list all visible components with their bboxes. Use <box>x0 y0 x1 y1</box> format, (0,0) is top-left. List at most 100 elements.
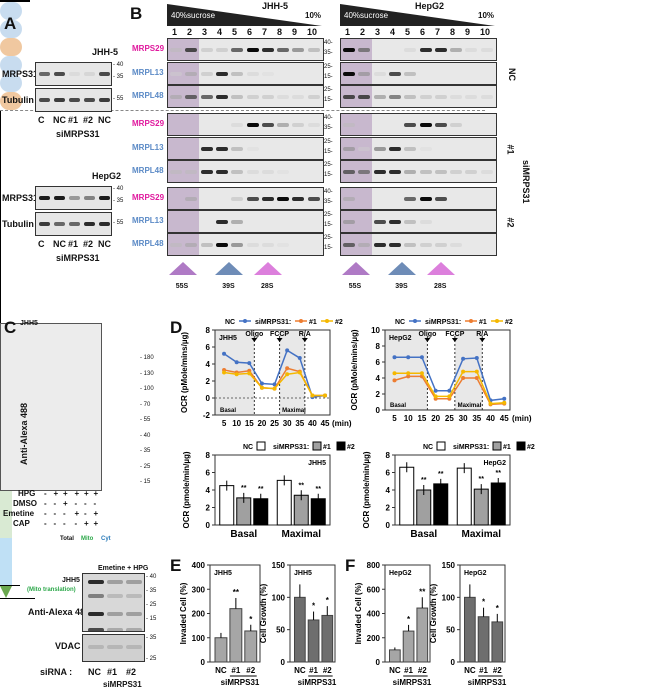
legend-marker <box>413 319 417 323</box>
data-point <box>461 376 466 380</box>
band <box>185 170 198 174</box>
mw-marker: - 15 <box>146 616 157 622</box>
protein-label: MRPS31 <box>2 69 39 79</box>
region-basal-label: Basal <box>390 403 406 409</box>
blot-mrpl13 <box>340 137 497 160</box>
data-point <box>474 356 479 360</box>
bar-#2 <box>244 630 258 663</box>
bar-maximal-NC <box>276 479 292 526</box>
x-tick-label: 10 <box>404 414 413 423</box>
chart-title: JHH5 <box>308 460 326 467</box>
mw-marker: - 25 <box>140 463 151 470</box>
fraction-highlight <box>168 188 199 209</box>
panel-label-b: B <box>130 4 143 23</box>
band <box>343 95 355 99</box>
lane-label: #2 <box>83 115 94 125</box>
band <box>277 170 290 174</box>
band <box>480 170 493 174</box>
band <box>246 123 259 127</box>
x-tick-label: 35 <box>472 414 481 423</box>
x-tick-label: 30 <box>459 414 468 423</box>
band <box>277 243 290 247</box>
y-tick-label: 6 <box>206 469 211 478</box>
condition-value: - <box>63 519 66 528</box>
band <box>126 612 142 616</box>
mito-translation-label: (Mito translation) <box>27 587 76 593</box>
mw-marker: - 25 <box>146 602 157 608</box>
group-underline <box>0 598 35 599</box>
legend-nc: NC <box>423 444 433 451</box>
band <box>404 220 417 224</box>
blot-label: Anti-Alexa 488 <box>28 607 91 617</box>
band <box>480 48 493 52</box>
bar-chart-e-growth: 0 50 100 150 Cell Growth (%) JHH5 NC * #1 * #2 siMR… <box>259 561 337 687</box>
band <box>200 48 213 52</box>
total-underline <box>0 585 20 586</box>
band <box>261 170 274 174</box>
mw-marker: - 35 <box>146 588 157 594</box>
condition-divider <box>0 110 485 111</box>
x-tick-label: 10 <box>232 419 241 428</box>
protein-label: MRPS31 <box>2 193 39 203</box>
y-axis-label: OCR (pMole/mins/µg) <box>180 332 189 413</box>
blot-mrpl13 <box>340 210 497 233</box>
band <box>39 222 50 226</box>
protein-label: MRPL48 <box>132 239 164 248</box>
mw-marker: 35- <box>324 199 333 205</box>
subunit-label: 28S <box>434 283 447 290</box>
x-tick-label: 45 <box>321 419 330 428</box>
band <box>215 220 228 224</box>
category-label: NC <box>464 666 476 675</box>
y-tick-label: 150 <box>442 561 456 570</box>
category-label: #2 <box>323 666 332 675</box>
bar-chart-f-growth: 0 50 100 150 Cell Growth (%) HepG2 NC * #1 * #2 siM… <box>429 561 507 687</box>
band <box>246 197 259 201</box>
band <box>277 197 290 201</box>
condition-value: - <box>53 519 57 528</box>
y-tick-label: 4 <box>206 360 211 369</box>
injection-arrow <box>424 338 431 342</box>
bar-#1 <box>307 619 320 663</box>
legend-label: #1 <box>309 319 317 326</box>
band <box>358 72 371 76</box>
y-tick-label: 8 <box>206 326 211 335</box>
band <box>388 243 401 247</box>
legend-group: siMRPS31: <box>255 319 291 326</box>
subunit-label: 28S <box>261 283 274 290</box>
bar-nc <box>214 637 228 663</box>
blot-mrps29 <box>167 187 324 210</box>
band <box>434 197 447 201</box>
legend-label: #1 <box>323 444 331 451</box>
band <box>88 594 104 598</box>
group-label: siMRPS31 <box>221 678 260 687</box>
band <box>434 48 447 52</box>
band <box>126 645 142 649</box>
significance: ** <box>479 476 485 483</box>
y-tick-label: 300 <box>192 585 206 594</box>
band <box>246 170 259 174</box>
data-point <box>502 396 507 401</box>
y-tick-label: 0 <box>206 521 211 530</box>
y-tick-label: 100 <box>272 593 286 602</box>
band <box>170 170 182 174</box>
band <box>388 72 401 76</box>
data-point <box>222 351 227 356</box>
y-axis-label: Cell Growth (%) <box>259 583 268 643</box>
chart-title: JHH5 <box>294 570 312 577</box>
y-tick-label: 2 <box>376 390 381 399</box>
y-tick-label: 100 <box>442 593 456 602</box>
significance: * <box>496 604 500 613</box>
band <box>343 72 355 76</box>
x-axis-unit: (min) <box>512 414 532 423</box>
protein-label: MRPL48 <box>132 91 164 100</box>
group-label: siMRPS31 <box>56 253 100 263</box>
ribosome-28s-icon <box>0 38 22 56</box>
band <box>39 72 50 76</box>
blot-mrpl48 <box>340 160 497 183</box>
band <box>170 72 182 76</box>
chart-title: HepG2 <box>389 335 412 342</box>
band <box>231 147 244 151</box>
significance: ** <box>419 587 426 596</box>
band <box>200 170 213 174</box>
band <box>419 170 432 174</box>
